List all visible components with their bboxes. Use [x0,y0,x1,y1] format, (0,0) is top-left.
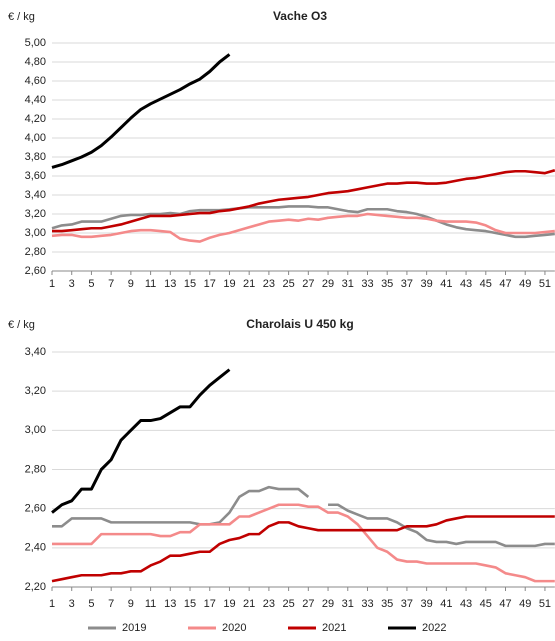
series-line [52,169,555,233]
x-tick-label: 41 [440,598,452,610]
x-tick-label: 1 [49,598,55,610]
y-tick-label: 2,60 [25,265,46,277]
series-line [51,53,231,169]
x-tick-label: 43 [460,598,472,610]
x-tick-label: 37 [401,278,413,290]
x-tick-label: 49 [519,278,531,290]
y-tick-label: 3,20 [25,208,46,220]
y-tick-label: 4,40 [25,94,46,106]
y-axis-label: € / kg [8,11,35,23]
x-tick-label: 37 [401,598,413,610]
y-tick-label: 5,00 [25,37,46,49]
y-tick-label: 3,00 [25,424,46,436]
series-line [51,368,231,514]
y-tick-label: 3,20 [25,385,46,397]
x-tick-label: 27 [302,278,314,290]
x-tick-label: 21 [243,278,255,290]
x-tick-label: 49 [519,598,531,610]
series-line [51,515,555,583]
x-tick-label: 3 [69,278,75,290]
x-tick-label: 5 [88,598,94,610]
x-tick-label: 11 [145,278,156,290]
y-tick-label: 2,20 [25,581,46,593]
y-tick-label: 2,40 [25,542,46,554]
y-tick-label: 2,80 [25,246,46,258]
series-line [52,485,555,548]
x-tick-label: 33 [361,598,373,610]
x-tick-label: 9 [128,598,134,610]
x-tick-label: 47 [499,278,511,290]
x-tick-label: 11 [145,598,156,610]
x-tick-label: 41 [440,278,452,290]
x-tick-label: 21 [243,598,255,610]
y-tick-label: 2,60 [25,503,46,515]
x-tick-label: 47 [499,598,511,610]
x-tick-label: 7 [108,598,114,610]
legend-label: 2020 [222,622,246,634]
x-tick-label: 7 [108,278,114,290]
x-tick-label: 15 [184,278,196,290]
y-tick-label: 4,80 [25,56,46,68]
series-line [52,503,555,583]
x-tick-label: 39 [421,598,433,610]
x-tick-label: 45 [480,278,492,290]
x-tick-label: 9 [128,278,134,290]
y-tick-label: 3,60 [25,170,46,182]
x-tick-label: 15 [184,598,196,610]
legend-label: 2021 [322,622,346,634]
y-tick-label: 4,60 [25,75,46,87]
legend-label: 2019 [122,622,146,634]
x-tick-label: 25 [282,598,294,610]
x-tick-label: 17 [204,598,216,610]
chart-title: Charolais U 450 kg [246,317,353,331]
x-tick-label: 51 [539,598,551,610]
x-tick-label: 31 [342,598,354,610]
y-tick-label: 4,00 [25,132,46,144]
legend-label: 2022 [422,622,446,634]
x-tick-label: 19 [223,598,235,610]
x-tick-label: 17 [204,278,216,290]
x-tick-label: 31 [342,278,354,290]
x-tick-label: 1 [49,278,55,290]
series-line [51,205,555,239]
series-line [51,212,555,243]
x-tick-label: 39 [421,278,433,290]
y-tick-label: 3,40 [25,346,46,358]
x-tick-label: 51 [539,278,551,290]
x-tick-label: 23 [263,598,275,610]
y-axis-label: € / kg [8,319,35,331]
y-tick-label: 4,20 [25,113,46,125]
y-tick-label: 3,40 [25,189,46,201]
x-tick-label: 45 [480,598,492,610]
x-tick-label: 29 [322,278,334,290]
x-tick-label: 29 [322,598,334,610]
x-tick-label: 19 [223,278,235,290]
x-tick-label: 35 [381,278,393,290]
y-tick-label: 2,80 [25,463,46,475]
x-tick-label: 25 [282,278,294,290]
x-tick-label: 23 [263,278,275,290]
x-tick-label: 43 [460,278,472,290]
y-tick-label: 3,80 [25,151,46,163]
x-tick-label: 5 [88,278,94,290]
x-tick-label: 27 [302,598,314,610]
x-tick-label: 13 [164,598,176,610]
x-tick-label: 35 [381,598,393,610]
x-tick-label: 13 [164,278,176,290]
x-tick-label: 33 [361,278,373,290]
x-tick-label: 3 [69,598,75,610]
chart-title: Vache O3 [273,9,327,23]
y-tick-label: 3,00 [25,227,46,239]
